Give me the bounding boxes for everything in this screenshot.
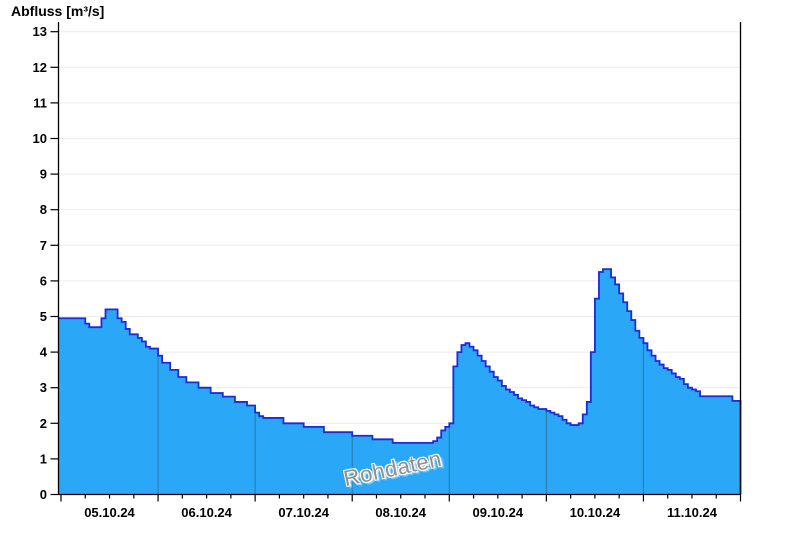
y-tick-label: 0: [40, 487, 47, 502]
x-tick-label: 08.10.24: [375, 505, 426, 520]
y-tick-label: 6: [40, 273, 47, 288]
x-tick-label: 05.10.24: [84, 505, 135, 520]
y-tick-label: 13: [33, 24, 47, 39]
area-fill: [58, 269, 741, 495]
y-tick-label: 7: [40, 238, 47, 253]
x-tick-label: 11.10.24: [667, 505, 718, 520]
y-tick-label: 4: [40, 345, 48, 360]
area-outline: [58, 268, 742, 495]
y-tick-label: 3: [40, 380, 47, 395]
x-tick-label: 09.10.24: [472, 505, 523, 520]
y-tick-label: 12: [33, 60, 47, 75]
y-tick-label: 8: [40, 202, 47, 217]
y-tick-label: 11: [33, 95, 47, 110]
y-tick-label: 9: [40, 167, 47, 182]
y-axis-title: Abfluss [m³/s]: [11, 3, 105, 19]
x-tick-label: 07.10.24: [278, 505, 329, 520]
x-tick-label: 10.10.24: [570, 505, 621, 520]
y-tick-label: 10: [33, 131, 47, 146]
y-tick-label: 1: [40, 451, 47, 466]
x-tick-label: 06.10.24: [181, 505, 232, 520]
y-tick-label: 5: [40, 309, 47, 324]
y-tick-label: 2: [40, 416, 47, 431]
